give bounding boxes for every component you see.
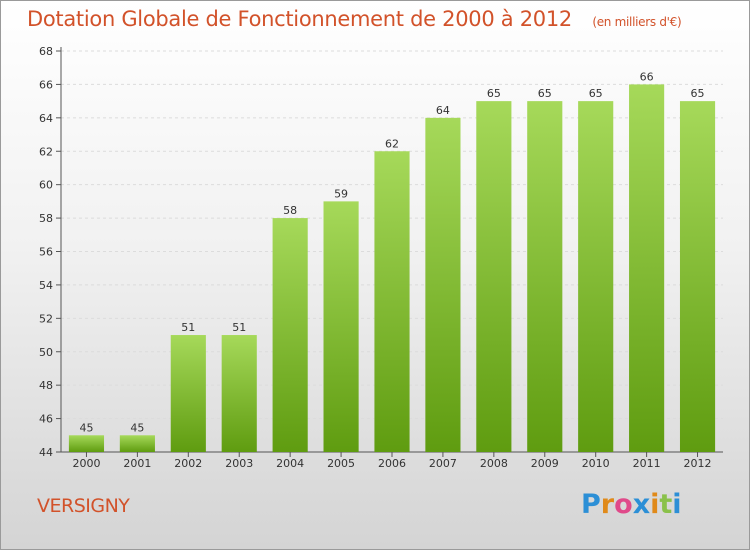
logo-letter: P bbox=[581, 489, 601, 520]
bar bbox=[221, 335, 257, 452]
data-labels: 45 45 51 51 58 59 62 64 65 65 65 66 65 bbox=[79, 70, 704, 434]
x-tick-label: 2000 bbox=[72, 457, 100, 470]
bar bbox=[527, 101, 563, 452]
y-tick-label: 66 bbox=[39, 78, 53, 91]
y-tick-label: 68 bbox=[39, 45, 53, 58]
logo-letter: t bbox=[659, 489, 673, 520]
y-tick-label: 60 bbox=[39, 179, 53, 192]
data-label: 51 bbox=[181, 321, 195, 334]
y-tick-label: 58 bbox=[39, 212, 53, 225]
y-tick-label: 56 bbox=[39, 246, 53, 259]
data-label: 64 bbox=[436, 104, 450, 117]
proxiti-logo: Proxiti bbox=[581, 489, 682, 520]
data-label: 65 bbox=[691, 87, 705, 100]
data-label: 59 bbox=[334, 187, 348, 200]
logo-letter: o bbox=[614, 489, 633, 520]
x-tick-label: 2007 bbox=[429, 457, 457, 470]
y-tick-label: 48 bbox=[39, 379, 53, 392]
data-label: 62 bbox=[385, 137, 399, 150]
x-tick-label: 2011 bbox=[633, 457, 661, 470]
y-tick-label: 64 bbox=[39, 112, 53, 125]
logo-letter: r bbox=[600, 489, 615, 520]
bar bbox=[374, 151, 410, 452]
y-tick-label: 52 bbox=[39, 312, 53, 325]
bar bbox=[629, 84, 665, 453]
y-tick-label: 54 bbox=[39, 279, 53, 292]
bars bbox=[68, 84, 716, 453]
data-label: 45 bbox=[130, 421, 144, 434]
chart-title: Dotation Globale de Fonctionnement de 20… bbox=[27, 7, 682, 31]
chart-subtitle: (en milliers d'€) bbox=[592, 15, 682, 29]
x-tick-label: 2003 bbox=[225, 457, 253, 470]
data-label: 51 bbox=[232, 321, 246, 334]
bar bbox=[119, 435, 155, 452]
y-tick-label: 50 bbox=[39, 346, 53, 359]
x-tick-label: 2004 bbox=[276, 457, 304, 470]
x-tick-label: 2009 bbox=[531, 457, 559, 470]
x-tick-label: 2005 bbox=[327, 457, 355, 470]
x-tick-label: 2008 bbox=[480, 457, 508, 470]
y-tick-label: 46 bbox=[39, 413, 53, 426]
bar bbox=[170, 335, 206, 452]
bar bbox=[578, 101, 614, 452]
logo-letter: i bbox=[650, 489, 660, 520]
logo-letter: x bbox=[632, 489, 651, 520]
bar bbox=[323, 201, 359, 452]
y-tick-label: 62 bbox=[39, 145, 53, 158]
data-label: 58 bbox=[283, 204, 297, 217]
chart-title-text: Dotation Globale de Fonctionnement de 20… bbox=[27, 7, 572, 31]
y-tick-label: 44 bbox=[39, 446, 53, 459]
commune-name: VERSIGNY bbox=[37, 495, 130, 517]
data-label: 65 bbox=[589, 87, 603, 100]
data-label: 65 bbox=[487, 87, 501, 100]
data-label: 45 bbox=[79, 421, 93, 434]
bar bbox=[679, 101, 716, 452]
bar bbox=[476, 101, 512, 452]
data-label: 66 bbox=[640, 70, 654, 83]
data-label: 65 bbox=[538, 87, 552, 100]
x-tick-label: 2002 bbox=[174, 457, 202, 470]
x-tick-label: 2006 bbox=[378, 457, 406, 470]
logo-letter: i bbox=[672, 489, 682, 520]
x-tick-label: 2012 bbox=[684, 457, 712, 470]
bar bbox=[272, 218, 308, 452]
x-tick-label: 2010 bbox=[582, 457, 610, 470]
bar bbox=[425, 117, 461, 452]
x-tick-label: 2001 bbox=[123, 457, 151, 470]
bar bbox=[68, 435, 105, 452]
